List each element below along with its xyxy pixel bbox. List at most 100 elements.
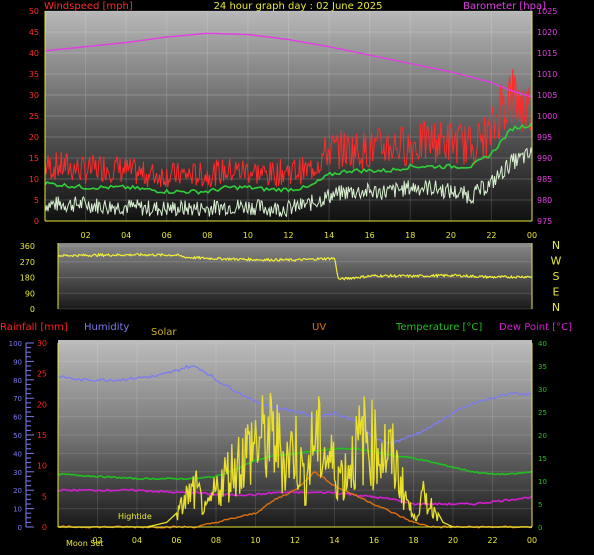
- temperature-tick-label: 25: [538, 409, 547, 417]
- temperature-tick-label: 40: [538, 340, 547, 348]
- wind-tick-label: 10: [29, 175, 39, 184]
- barometer-tick-label: 980: [537, 196, 552, 205]
- humidity-tick-label: 40: [13, 450, 22, 458]
- weather-x-tick-label: 10: [250, 536, 260, 545]
- direction-tick-label: 90: [25, 289, 35, 298]
- weather-x-tick-label: 14: [329, 536, 339, 545]
- rain-tick-label: 5: [42, 492, 47, 501]
- uv-axis-title: UV: [312, 322, 326, 333]
- temperature-tick-label: 5: [538, 501, 542, 509]
- weather-x-tick-label: 04: [132, 536, 142, 545]
- weather-x-tick-label: 18: [408, 536, 418, 545]
- wind-tick-label: 50: [29, 7, 39, 16]
- weather-x-tick-label: 06: [171, 536, 181, 545]
- temperature-tick-label: 35: [538, 363, 547, 371]
- humidity-axis-title: Humidity: [84, 322, 129, 333]
- rain-tick-label: 15: [37, 431, 47, 440]
- wind-x-tick-label: 04: [121, 231, 131, 240]
- barometer-axis-title: Barometer [hpa]: [463, 1, 546, 12]
- direction-tick-label: 270: [20, 258, 35, 267]
- barometer-tick-label: 1005: [537, 91, 557, 100]
- wind-tick-label: 15: [29, 154, 39, 163]
- wind-x-tick-label: 22: [486, 231, 496, 240]
- rain-tick-label: 10: [37, 462, 47, 471]
- barometer-tick-label: 1020: [537, 28, 557, 37]
- wind-x-tick-label: 16: [365, 231, 375, 240]
- wind-series: [44, 32, 533, 218]
- weather-axes: 0102030405060708090100051015202530051015…: [9, 339, 547, 545]
- temperature-tick-label: 0: [538, 524, 542, 532]
- wind-x-tick-label: 06: [162, 231, 172, 240]
- weather-panel: 0102030405060708090100051015202530051015…: [0, 322, 572, 548]
- direction-tick-label: 180: [20, 274, 35, 283]
- min-wind-line: [44, 147, 533, 218]
- dewpoint-line: [57, 488, 533, 506]
- rainfall-axis-title: Rainfall [mm]: [0, 322, 68, 333]
- temperature-tick-label: 10: [538, 478, 547, 486]
- barometer-tick-label: 995: [537, 133, 552, 142]
- humidity-tick-label: 0: [18, 524, 22, 532]
- humidity-tick-label: 10: [13, 506, 22, 514]
- weather-x-tick-label: 16: [369, 536, 379, 545]
- wind-x-tick-label: 02: [80, 231, 90, 240]
- weather-x-tick-label: 12: [290, 536, 300, 545]
- rain-tick-label: 20: [37, 400, 47, 409]
- direction-series: [57, 252, 533, 281]
- wind-x-tick-label: 00: [527, 231, 537, 240]
- compass-label: W: [551, 255, 562, 268]
- wind-tick-label: 25: [29, 112, 39, 121]
- wind-x-tick-label: 08: [202, 231, 212, 240]
- humidity-tick-label: 60: [13, 414, 22, 422]
- wind-barometer-panel: 0510152025303540455097598098599099510001…: [29, 1, 558, 240]
- wind-direction-line: [57, 252, 533, 281]
- barometer-tick-label: 1000: [537, 112, 557, 121]
- wind-x-tick-label: 20: [446, 231, 456, 240]
- temperature-tick-label: 30: [538, 386, 547, 394]
- compass-label: N: [552, 239, 560, 252]
- weather-plot-area: [58, 340, 532, 527]
- wind-x-tick-label: 12: [283, 231, 293, 240]
- weather-x-tick-label: 22: [487, 536, 497, 545]
- humidity-tick-label: 20: [13, 487, 22, 495]
- wind-tick-label: 0: [34, 217, 39, 226]
- wind-x-tick-label: 14: [324, 231, 334, 240]
- barometer-tick-label: 1025: [537, 7, 557, 16]
- weather-x-tick-label: 00: [527, 536, 537, 545]
- rain-tick-label: 30: [37, 339, 47, 348]
- direction-grid: [58, 245, 532, 310]
- compass-label: S: [553, 270, 560, 283]
- compass-label: N: [552, 301, 560, 314]
- wind-tick-label: 35: [29, 70, 39, 79]
- barometer-tick-label: 1010: [537, 70, 557, 79]
- barometer-tick-label: 975: [537, 217, 552, 226]
- wind-axis-title: Windspeed [mph]: [44, 1, 133, 12]
- weather-x-tick-label: 20: [448, 536, 458, 545]
- weather-x-tick-label: 08: [211, 536, 221, 545]
- temperature-tick-label: 20: [538, 432, 547, 440]
- wind-tick-label: 30: [29, 91, 39, 100]
- rain-tick-label: 25: [37, 370, 47, 379]
- graph-title: 24 hour graph day : 02 June 2025: [214, 1, 383, 12]
- hightide-label: Hightide: [118, 512, 152, 521]
- temperature-axis-title: Temperature [°C]: [395, 322, 482, 333]
- solar-axis-title: Solar: [151, 327, 177, 338]
- humidity-tick-label: 30: [13, 469, 22, 477]
- weather-x-tick-label: 02: [92, 536, 102, 545]
- direction-tick-label: 360: [20, 242, 35, 251]
- barometer-tick-label: 985: [537, 175, 552, 184]
- wind-tick-label: 5: [34, 196, 39, 205]
- wind-x-tick-label: 10: [243, 231, 253, 240]
- humidity-tick-label: 50: [13, 432, 22, 440]
- wind-axes: 0510152025303540455097598098599099510001…: [29, 7, 558, 240]
- wind-tick-label: 45: [29, 28, 39, 37]
- barometer-line: [44, 32, 533, 98]
- wind-tick-label: 40: [29, 49, 39, 58]
- barometer-tick-label: 1015: [537, 49, 557, 58]
- direction-tick-label: 0: [30, 305, 35, 314]
- windspeed-line: [44, 69, 533, 188]
- humidity-tick-label: 80: [13, 377, 22, 385]
- dewpoint-axis-title: Dew Point [°C]: [499, 322, 572, 333]
